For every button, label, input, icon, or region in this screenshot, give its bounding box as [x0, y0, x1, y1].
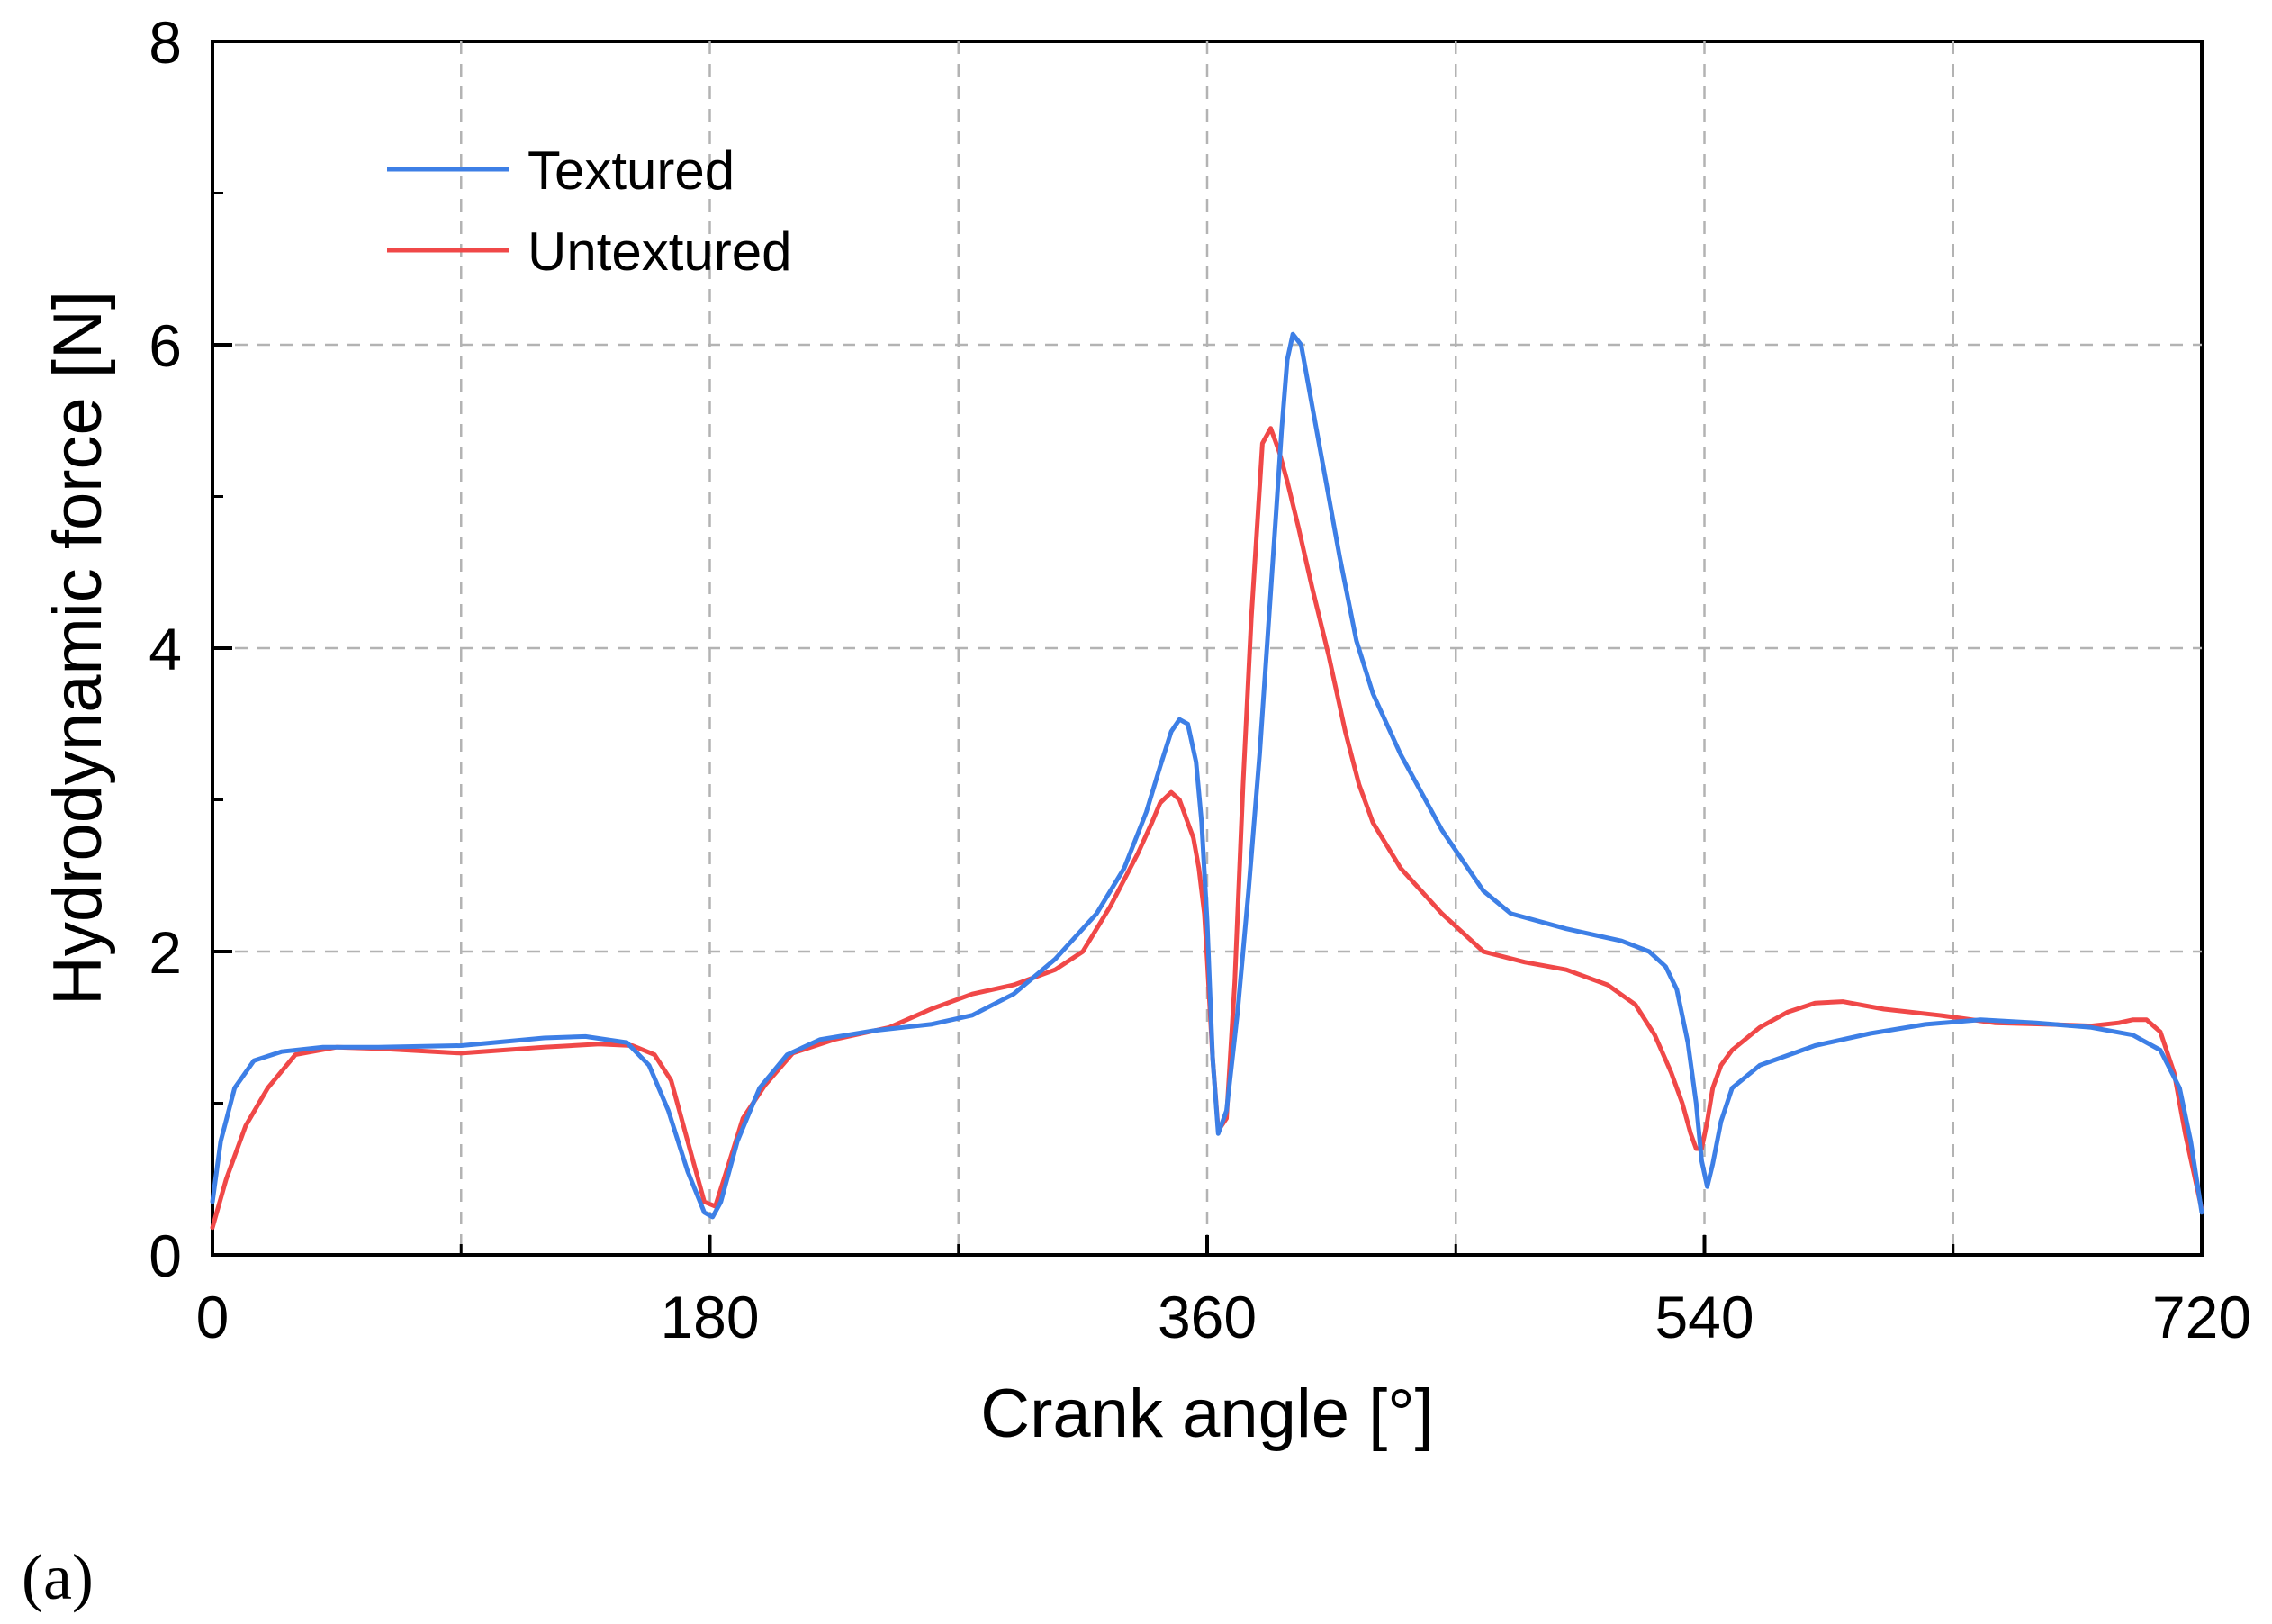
series-lines — [210, 331, 2204, 1231]
x-tick-label: 540 — [1654, 1284, 1754, 1350]
legend-label-textured: Textured — [527, 140, 735, 201]
y-axis-title: Hydrodynamic force [N] — [40, 291, 116, 1006]
y-tick-label: 8 — [149, 9, 182, 76]
grid-lines — [212, 41, 2202, 1255]
x-tick-label: 720 — [2152, 1284, 2251, 1350]
legend-label-untextured: Untextured — [527, 221, 792, 282]
legend: Textured Untextured — [387, 140, 792, 282]
y-tick-label: 6 — [149, 312, 182, 379]
x-tick-labels: 0 180 360 540 720 — [196, 1284, 2251, 1350]
axis-ticks — [211, 40, 2204, 1257]
series-line-textured — [210, 331, 2204, 1220]
x-axis-title: Crank angle [°] — [980, 1376, 1434, 1452]
y-tick-label: 0 — [149, 1223, 182, 1289]
series-line-untextured — [210, 426, 2204, 1231]
x-tick-label: 360 — [1158, 1284, 1257, 1350]
y-tick-labels: 0 2 4 6 8 — [149, 9, 182, 1289]
x-tick-label: 0 — [196, 1284, 230, 1350]
x-tick-label: 180 — [660, 1284, 759, 1350]
y-tick-label: 4 — [149, 616, 182, 682]
y-tick-label: 2 — [149, 919, 182, 986]
panel-label: (a) — [22, 1541, 94, 1613]
